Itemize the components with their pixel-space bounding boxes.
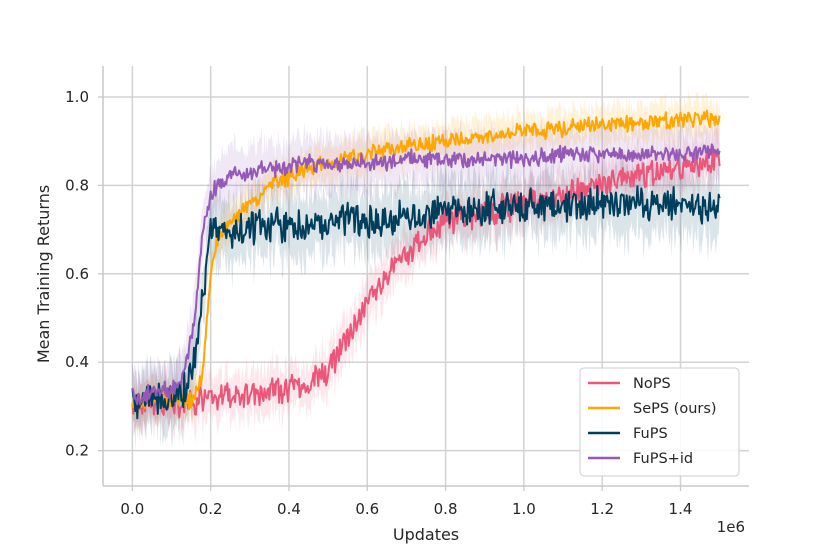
x-tick-label: 0.6 <box>355 500 379 518</box>
legend-label: FuPS <box>633 426 668 442</box>
legend-label: FuPS+id <box>633 451 693 467</box>
x-tick-label: 1.2 <box>590 500 614 518</box>
x-axis-offset-label: 1e6 <box>717 518 745 536</box>
y-tick-label: 0.2 <box>65 442 89 460</box>
legend-label: SePS (ours) <box>633 401 717 417</box>
x-tick-label: 0.2 <box>199 500 223 518</box>
x-tick-label: 1.0 <box>512 500 536 518</box>
y-axis-label: Mean Training Returns <box>34 185 53 363</box>
legend: NoPS SePS (ours) FuPS FuPS+id <box>579 367 740 477</box>
series-band-3 <box>132 112 720 437</box>
x-tick-label: 1.4 <box>669 500 693 518</box>
series-line-1 <box>131 109 721 415</box>
x-tick-label: 0.8 <box>434 500 458 518</box>
legend-label: NoPS <box>633 376 671 392</box>
y-tick-label: 0.8 <box>65 176 89 194</box>
series-line-2 <box>131 185 721 420</box>
x-tick-label: 0.0 <box>120 500 144 518</box>
x-axis-label: Updates <box>393 525 459 544</box>
series-band-0 <box>132 124 720 448</box>
series-band-1 <box>132 89 720 433</box>
y-tick-label: 1.0 <box>65 88 89 106</box>
y-tick-label: 0.6 <box>65 265 89 283</box>
tick-labels: 0.0 0.2 0.4 0.6 0.8 1.0 1.2 1.4 0.2 0.4 0.6 0.8 1.0 <box>65 88 692 518</box>
series-line-3 <box>131 143 721 406</box>
series-line-0 <box>131 148 721 419</box>
y-tick-label: 0.4 <box>65 353 89 371</box>
legend-box <box>579 367 740 477</box>
x-tick-label: 0.4 <box>277 500 301 518</box>
series-lines <box>131 109 721 420</box>
